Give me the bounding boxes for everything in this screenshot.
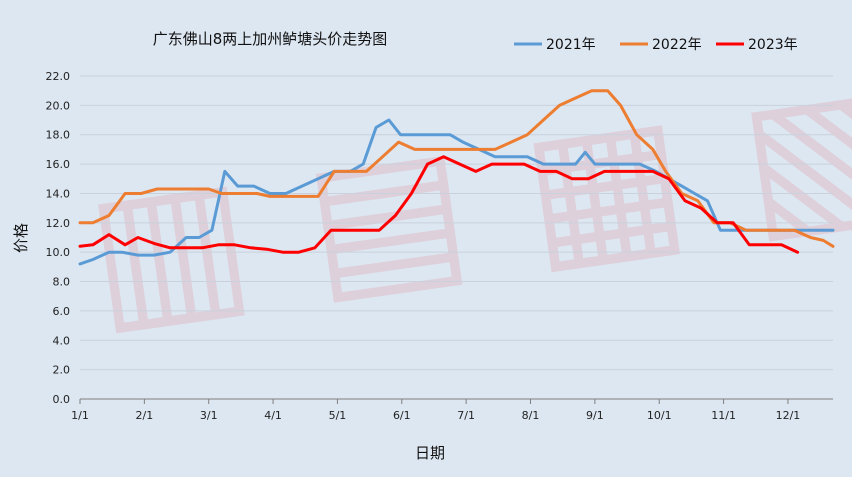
y-axis-title: 价格: [12, 223, 30, 253]
series-line-2022年: [78, 89, 835, 248]
legend-label: 2021年: [546, 37, 596, 53]
x-tick-label: 5/1: [329, 409, 347, 422]
x-tick-label: 8/1: [522, 409, 540, 422]
y-tick-label: 20.0: [46, 99, 71, 112]
y-tick-label: 0.0: [53, 393, 71, 406]
x-tick-label: 12/1: [776, 409, 801, 422]
x-axis-ticks: 1/1 2/1 3/1 4/1 5/1 6/1 7/1 8/1 9/1 10/1 11/1 12/1: [71, 399, 800, 422]
x-tick-label: 7/1: [457, 409, 475, 422]
y-tick-label: 12.0: [46, 217, 71, 230]
x-tick-label: 3/1: [200, 409, 218, 422]
x-tick-label: 4/1: [264, 409, 282, 422]
y-tick-label: 14.0: [46, 187, 71, 200]
x-tick-label: 6/1: [393, 409, 411, 422]
y-tick-label: 22.0: [46, 70, 71, 83]
legend-label: 2022年: [652, 37, 702, 53]
y-tick-label: 4.0: [53, 334, 71, 347]
x-tick-label: 10/1: [647, 409, 672, 422]
x-tick-label: 11/1: [711, 409, 736, 422]
watermark: ▥ ▤ ▦ ▧: [76, 45, 852, 355]
y-tick-label: 10.0: [46, 246, 71, 259]
legend-label: 2023年: [748, 37, 798, 53]
x-tick-label: 1/1: [71, 409, 89, 422]
legend: 2021年 2022年 2023年: [514, 37, 798, 53]
x-tick-label: 9/1: [586, 409, 604, 422]
y-tick-label: 2.0: [53, 364, 71, 377]
chart-title: 广东佛山8两上加州鲈塘头价走势图: [153, 30, 388, 48]
y-tick-label: 16.0: [46, 158, 71, 171]
svg-text:▥ ▤ ▦ ▧: ▥ ▤ ▦ ▧: [76, 45, 852, 355]
series-lines: [78, 89, 835, 266]
y-axis-ticks: 0.0 2.0 4.0 6.0 8.0 10.0 12.0 14.0 16.0 18.0 20.0 2…: [46, 70, 71, 406]
x-axis-title: 日期: [415, 444, 445, 462]
y-tick-label: 18.0: [46, 129, 71, 142]
x-tick-label: 2/1: [136, 409, 154, 422]
y-tick-label: 6.0: [53, 305, 71, 318]
series-line-2023年: [78, 155, 800, 254]
y-tick-label: 8.0: [53, 276, 71, 289]
series-line-2021年: [78, 118, 835, 266]
